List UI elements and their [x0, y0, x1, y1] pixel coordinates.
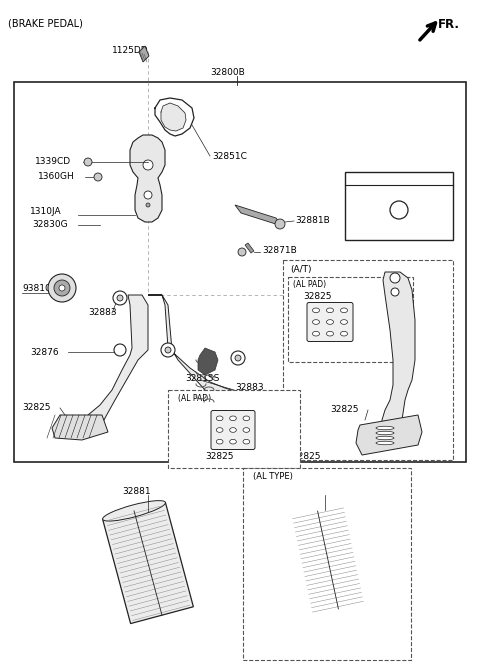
Circle shape: [54, 280, 70, 296]
Text: (AL PAD): (AL PAD): [178, 394, 211, 403]
Text: FR.: FR.: [438, 18, 460, 31]
Polygon shape: [382, 272, 415, 440]
Bar: [283, 260, 453, 460]
Text: 32881: 32881: [305, 487, 334, 496]
Ellipse shape: [229, 440, 236, 444]
Ellipse shape: [340, 320, 348, 325]
Bar: [345, 172, 453, 240]
Bar: [243, 468, 411, 660]
Polygon shape: [245, 243, 254, 253]
Polygon shape: [198, 348, 218, 375]
Text: 32876: 32876: [30, 348, 59, 357]
Circle shape: [231, 351, 245, 365]
Circle shape: [113, 291, 127, 305]
Circle shape: [161, 343, 175, 357]
Polygon shape: [289, 505, 367, 615]
Ellipse shape: [243, 416, 250, 421]
Circle shape: [114, 344, 126, 356]
Text: 32800B: 32800B: [210, 68, 245, 77]
Text: 32825: 32825: [205, 452, 233, 461]
Text: 32876A: 32876A: [352, 175, 387, 184]
Polygon shape: [82, 295, 148, 435]
Text: (AL TYPE): (AL TYPE): [253, 472, 293, 481]
Text: 32825: 32825: [22, 403, 50, 412]
Circle shape: [390, 273, 400, 283]
Circle shape: [117, 295, 123, 301]
Polygon shape: [52, 415, 108, 440]
Text: 32825: 32825: [330, 405, 359, 414]
Polygon shape: [139, 46, 149, 62]
Circle shape: [146, 203, 150, 207]
Text: (AL PAD): (AL PAD): [293, 280, 326, 289]
FancyBboxPatch shape: [307, 303, 353, 341]
Circle shape: [48, 274, 76, 302]
Text: 32851C: 32851C: [212, 152, 247, 161]
Text: 32881B: 32881B: [295, 216, 330, 225]
Text: (A/T): (A/T): [290, 265, 312, 274]
Ellipse shape: [376, 436, 394, 440]
Circle shape: [275, 219, 285, 229]
Ellipse shape: [216, 428, 223, 432]
Circle shape: [144, 191, 152, 199]
Text: 32815S: 32815S: [185, 374, 219, 383]
Circle shape: [84, 158, 92, 166]
Ellipse shape: [103, 500, 166, 521]
Circle shape: [238, 248, 246, 256]
Ellipse shape: [326, 320, 334, 325]
Circle shape: [235, 355, 241, 361]
Ellipse shape: [326, 308, 334, 313]
Polygon shape: [103, 502, 193, 623]
Bar: [168, 390, 300, 468]
Text: 32881: 32881: [122, 487, 151, 496]
Ellipse shape: [340, 308, 348, 313]
Ellipse shape: [229, 416, 236, 421]
Polygon shape: [235, 205, 282, 226]
Bar: [288, 277, 413, 362]
Text: 32830G: 32830G: [32, 220, 68, 229]
Ellipse shape: [340, 331, 348, 336]
Ellipse shape: [229, 428, 236, 432]
Text: 1310JA: 1310JA: [30, 207, 61, 216]
Ellipse shape: [216, 440, 223, 444]
Polygon shape: [130, 135, 165, 222]
Text: (BRAKE PEDAL): (BRAKE PEDAL): [8, 18, 83, 28]
Circle shape: [391, 288, 399, 296]
Circle shape: [94, 173, 102, 181]
Ellipse shape: [376, 432, 394, 435]
Ellipse shape: [326, 331, 334, 336]
Text: 32825: 32825: [303, 292, 332, 301]
Ellipse shape: [376, 442, 394, 445]
Circle shape: [59, 285, 65, 291]
Circle shape: [390, 201, 408, 219]
Ellipse shape: [216, 416, 223, 421]
Ellipse shape: [289, 503, 346, 520]
Text: 1125DD: 1125DD: [112, 46, 149, 55]
Ellipse shape: [376, 426, 394, 430]
Text: 93810A: 93810A: [22, 284, 57, 293]
Ellipse shape: [312, 320, 320, 325]
Text: 32825: 32825: [292, 452, 321, 461]
Text: 32883: 32883: [88, 308, 117, 317]
Ellipse shape: [243, 428, 250, 432]
Polygon shape: [161, 103, 186, 131]
Ellipse shape: [243, 440, 250, 444]
Circle shape: [165, 347, 171, 353]
Polygon shape: [356, 415, 422, 455]
FancyBboxPatch shape: [211, 411, 255, 450]
Bar: [14, 82, 466, 462]
Ellipse shape: [312, 308, 320, 313]
Polygon shape: [148, 295, 240, 405]
Text: 32883: 32883: [235, 383, 264, 392]
Circle shape: [143, 160, 153, 170]
Text: 1339CD: 1339CD: [35, 157, 71, 166]
Ellipse shape: [312, 331, 320, 336]
Text: 1360GH: 1360GH: [38, 172, 75, 181]
Text: 32871B: 32871B: [262, 246, 297, 255]
